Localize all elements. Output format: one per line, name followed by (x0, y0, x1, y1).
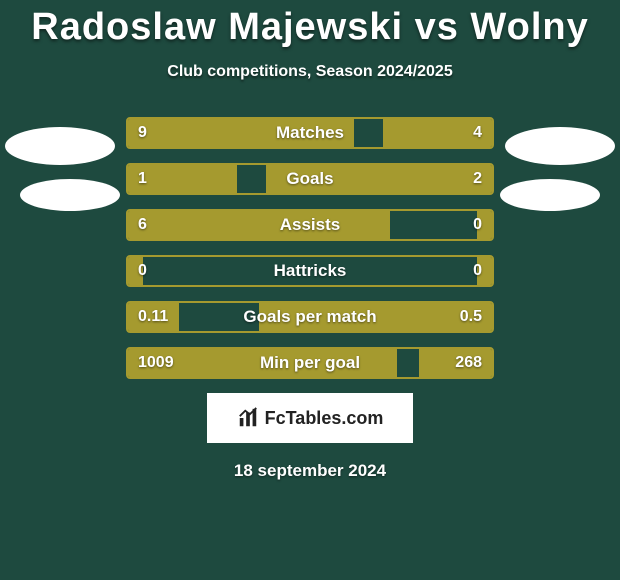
player-avatar-right (505, 127, 615, 165)
bar-fill-left (128, 303, 179, 331)
bar-fill-right (419, 349, 492, 377)
bar-fill-right (477, 257, 492, 285)
stat-row: 1009268Min per goal (126, 347, 494, 379)
comparison-subtitle: Club competitions, Season 2024/2025 (0, 63, 620, 81)
date-line: 18 september 2024 (0, 461, 620, 481)
bars-container: 94Matches 12Goals 60Assists 00Hattricks 0.11… (126, 117, 494, 379)
bar-fill-right (383, 119, 492, 147)
stat-row: 00Hattricks (126, 255, 494, 287)
stat-row: 0.110.5Goals per match (126, 301, 494, 333)
stat-row: 12Goals (126, 163, 494, 195)
stat-label: Hattricks (128, 261, 492, 281)
bar-fill-left (128, 165, 237, 193)
bar-fill-right (259, 303, 492, 331)
chart-icon (237, 407, 259, 429)
team-badge-left (20, 179, 120, 211)
stat-row: 60Assists (126, 209, 494, 241)
bar-fill-left (128, 257, 143, 285)
branding-text: FcTables.com (265, 408, 384, 429)
bar-fill-right (266, 165, 492, 193)
bar-fill-left (128, 119, 354, 147)
comparison-title: Radoslaw Majewski vs Wolny (0, 0, 620, 49)
team-badge-right (500, 179, 600, 211)
comparison-chart: 94Matches 12Goals 60Assists 00Hattricks 0.11… (0, 117, 620, 379)
bar-fill-left (128, 211, 390, 239)
branding-badge: FcTables.com (207, 393, 413, 443)
bar-fill-left (128, 349, 397, 377)
player-avatar-left (5, 127, 115, 165)
stat-row: 94Matches (126, 117, 494, 149)
bar-fill-right (477, 211, 492, 239)
